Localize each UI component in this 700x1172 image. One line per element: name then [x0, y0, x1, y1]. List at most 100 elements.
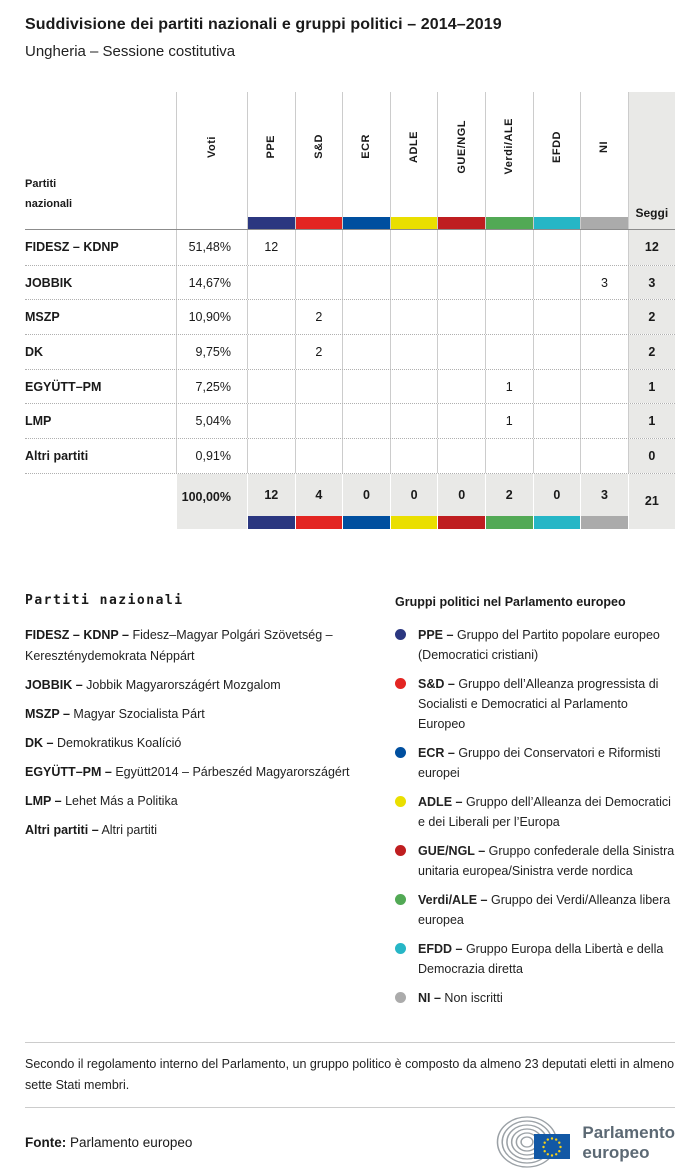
total-ecr: 0 — [342, 473, 390, 529]
page-subtitle: Ungheria – Sessione costitutiva — [25, 43, 236, 60]
total-voti: 100,00% — [176, 473, 247, 529]
party-name: EGYÜTT–PM — [25, 379, 102, 394]
table-row: Altri partiti 0,91% 0 — [25, 438, 675, 473]
voti-value: 10,90% — [176, 300, 247, 335]
legend-parties-title: Partiti nazionali — [25, 592, 184, 608]
legend-group-item: ADLE – Gruppo dell’Alleanza dei Democrat… — [395, 792, 677, 832]
source-row: Fonte: Parlamento europeo Parlamento eur… — [25, 1114, 675, 1172]
legend-party-item: EGYÜTT–PM – Együtt2014 – Párbeszéd Magya… — [25, 764, 350, 779]
sd-legend-dot — [395, 677, 406, 689]
table-row: DK 9,75% 2 2 — [25, 334, 675, 369]
total-seggi: 21 — [627, 473, 675, 529]
legend-groups-title: Gruppi politici nel Parlamento europeo — [395, 594, 626, 609]
corner-line1: Partiti — [25, 178, 57, 190]
logo-wordmark: Parlamento europeo — [582, 1122, 675, 1162]
legend-party-item: MSZP – Magyar Szocialista Párt — [25, 706, 205, 721]
guengl-legend-dot — [395, 844, 406, 856]
party-name: JOBBIK — [25, 275, 73, 290]
ppe-legend-dot — [395, 628, 406, 640]
legend-group-item: S&D – Gruppo dell’Alleanza progressista … — [395, 674, 677, 734]
column-header-guengl: GUE/NGL — [437, 92, 485, 229]
column-header-efdd: EFDD — [532, 92, 581, 229]
divider — [25, 1106, 675, 1108]
seggi-value: 2 — [627, 300, 675, 335]
column-header-ecr: ECR — [342, 92, 390, 229]
table-total-row: 100,00% 12 4 0 0 0 2 0 3 21 — [25, 472, 675, 529]
party-name: DK — [25, 344, 44, 359]
efdd-legend-dot — [395, 942, 406, 954]
column-header-sd: S&D — [294, 92, 343, 229]
seggi-value: 0 — [627, 439, 675, 473]
ni-color-bar — [581, 217, 628, 229]
ppe-color-bar — [248, 217, 295, 229]
ecr-color-bar — [343, 217, 390, 229]
voti-value: 0,91% — [176, 439, 247, 473]
total-verdiale: 2 — [484, 473, 533, 529]
party-name: FIDESZ – KDNP — [25, 240, 119, 255]
voti-value: 14,67% — [176, 265, 247, 300]
ep-hemicycle-icon — [497, 1116, 571, 1168]
seggi-value: 1 — [627, 369, 675, 404]
total-ni: 3 — [580, 473, 628, 529]
table-header-row: Partiti nazionali Voti PPE S&D ECR ADLE — [25, 92, 675, 230]
footnote: Secondo il regolamento interno del Parla… — [25, 1056, 675, 1092]
total-efdd: 0 — [532, 473, 581, 529]
efdd-color-bar — [533, 217, 581, 229]
legend-group-item: EFDD – Gruppo Europa della Libertà e del… — [395, 939, 677, 979]
legend-political-groups: Gruppi politici nel Parlamento europeo P… — [395, 593, 677, 1017]
table-row: JOBBIK 14,67% 3 3 — [25, 264, 675, 300]
seggi-value: 1 — [627, 404, 675, 439]
column-header-adle: ADLE — [389, 92, 438, 229]
legend-group-item: Verdi/ALE – Gruppo dei Verdi/Alleanza li… — [395, 890, 677, 930]
legend-party-item: FIDESZ – KDNP – Fidesz–Magyar Polgári Sz… — [25, 627, 333, 663]
results-table: Partiti nazionali Voti PPE S&D ECR ADLE — [25, 92, 675, 529]
sd-color-bar — [295, 217, 343, 229]
verdiale-legend-dot — [395, 893, 406, 905]
legend-party-item: LMP – Lehet Más a Politika — [25, 793, 178, 808]
party-name: MSZP — [25, 310, 60, 325]
ecr-legend-dot — [395, 746, 406, 758]
column-header-ppe: PPE — [247, 92, 295, 229]
party-name: Altri partiti — [25, 448, 89, 463]
adle-color-bar — [390, 217, 438, 229]
legend-group-item: PPE – Gruppo del Partito popolare europe… — [395, 625, 677, 665]
page-title: Suddivisione dei partiti nazionali e gru… — [25, 16, 502, 33]
column-header-verdiale: Verdi/ALE — [484, 92, 533, 229]
voti-value: 9,75% — [176, 335, 247, 369]
source-text: Fonte: Parlamento europeo — [25, 1135, 193, 1151]
column-header-seggi: Seggi — [627, 92, 675, 229]
voti-value: 7,25% — [176, 369, 247, 404]
total-adle: 0 — [389, 473, 438, 529]
voti-value: 5,04% — [176, 404, 247, 439]
column-header-ni: NI — [580, 92, 628, 229]
seggi-value: 3 — [627, 265, 675, 300]
seggi-value: 12 — [627, 230, 675, 265]
legend-party-item: JOBBIK – Jobbik Magyarországért Mozgalom — [25, 677, 281, 692]
table-row: LMP 5,04% 1 1 — [25, 403, 675, 439]
table-row: EGYÜTT–PM 7,25% 1 1 — [25, 368, 675, 404]
legend-party-item: Altri partiti – Altri partiti — [25, 822, 158, 837]
legend-party-item: DK – Demokratikus Koalíció — [25, 735, 182, 750]
ni-legend-dot — [395, 991, 406, 1003]
total-guengl: 0 — [437, 473, 485, 529]
legend-group-item: NI – Non iscritti — [395, 988, 677, 1008]
verdiale-color-bar — [485, 217, 533, 229]
legend-group-item: GUE/NGL – Gruppo confederale della Sinis… — [395, 841, 677, 881]
total-sd: 4 — [294, 473, 343, 529]
adle-legend-dot — [395, 795, 406, 807]
corner-header-partiti-nazionali: Partiti nazionali — [25, 92, 176, 229]
table-row: MSZP 10,90% 2 2 — [25, 299, 675, 335]
table-row: FIDESZ – KDNP 51,48% 12 12 — [25, 230, 675, 265]
legend-group-item: ECR – Gruppo dei Conservatori e Riformis… — [395, 743, 677, 783]
divider — [25, 1041, 675, 1043]
corner-line2: nazionali — [25, 198, 73, 210]
voti-value: 51,48% — [176, 230, 247, 265]
european-parliament-logo: Parlamento europeo — [494, 1114, 675, 1172]
legends: Partiti nazionali FIDESZ – KDNP – Fidesz… — [25, 593, 675, 1017]
seggi-value: 2 — [627, 335, 675, 369]
guengl-color-bar — [438, 217, 485, 229]
column-header-voti: Voti — [176, 92, 247, 229]
legend-national-parties: Partiti nazionali FIDESZ – KDNP – Fidesz… — [25, 593, 385, 1017]
party-name: LMP — [25, 414, 52, 429]
